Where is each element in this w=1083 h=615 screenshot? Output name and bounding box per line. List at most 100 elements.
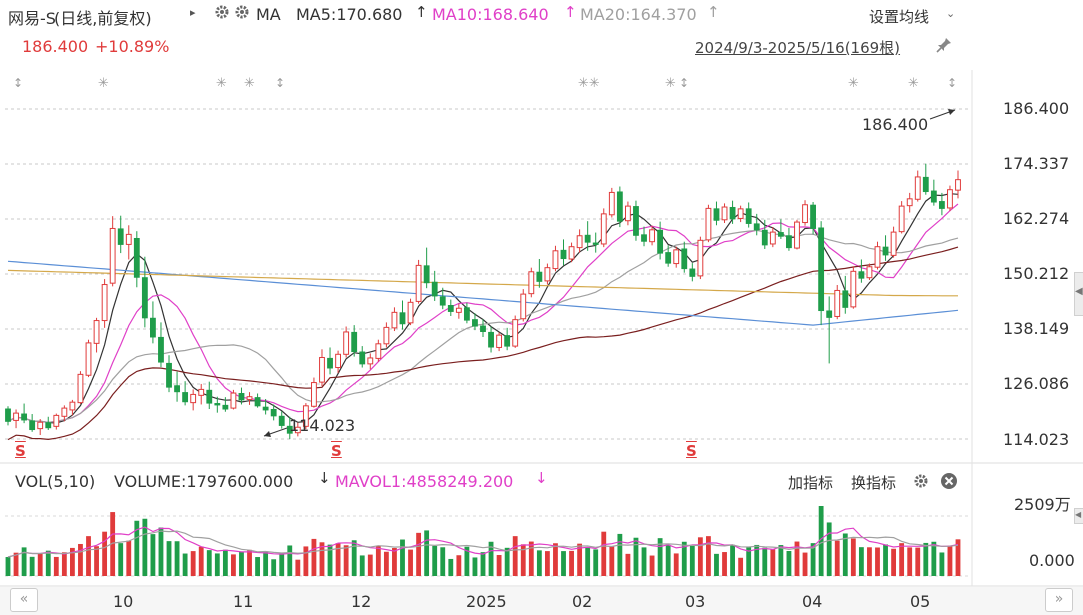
volume-bar bbox=[689, 546, 695, 576]
volume-bar bbox=[883, 544, 888, 576]
ma10-line bbox=[7, 203, 959, 423]
volume-bar bbox=[102, 531, 108, 576]
volume-bar bbox=[818, 506, 824, 576]
stock-name[interactable]: 网易-S bbox=[8, 9, 56, 28]
candle-body bbox=[335, 353, 342, 369]
volume-bar bbox=[810, 543, 816, 576]
ma-settings-button[interactable]: 设置均线 bbox=[869, 8, 930, 26]
gear-icon[interactable] bbox=[912, 472, 930, 494]
volume-bar bbox=[231, 554, 236, 576]
dividend-marker-icon[interactable]: S bbox=[15, 442, 26, 460]
event-marker-icon[interactable]: ✳ bbox=[665, 76, 676, 91]
side-panel-toggle[interactable]: ◀ bbox=[1074, 272, 1083, 316]
candle-body bbox=[286, 425, 293, 434]
candle-body bbox=[93, 320, 100, 344]
volume-bar bbox=[923, 542, 929, 576]
event-marker-icon[interactable]: ✳✳ bbox=[578, 76, 600, 91]
candle-body bbox=[874, 246, 881, 268]
candle-body bbox=[198, 388, 205, 396]
scroll-left-button[interactable]: « bbox=[10, 588, 38, 612]
volume-bar bbox=[722, 552, 727, 576]
volume-bar bbox=[400, 539, 405, 576]
volume-bar bbox=[37, 553, 43, 576]
event-marker-icon[interactable]: ↕ bbox=[13, 76, 24, 90]
change-percent: +10.89% bbox=[95, 37, 170, 56]
candle-body bbox=[158, 336, 164, 363]
event-marker-icon[interactable]: ↕ bbox=[275, 76, 286, 90]
candle-body bbox=[109, 227, 116, 284]
volume-bar bbox=[770, 549, 776, 576]
switch-indicator-button[interactable]: 换指标 bbox=[851, 474, 897, 492]
volume-bar bbox=[939, 552, 945, 576]
volume-bar bbox=[681, 541, 687, 576]
ma20-value: MA20:164.370 bbox=[580, 5, 697, 24]
candle-body bbox=[278, 415, 285, 426]
candle-body bbox=[616, 191, 623, 222]
volume-bar bbox=[424, 530, 430, 576]
candle-body bbox=[769, 231, 776, 245]
volume-bar bbox=[553, 543, 558, 576]
arrow-down-icon: ↓ bbox=[318, 469, 331, 487]
volume-bar bbox=[480, 552, 486, 576]
volume-bar bbox=[126, 540, 132, 576]
candle-body bbox=[544, 267, 551, 282]
volume-bar bbox=[448, 558, 454, 576]
period-label[interactable]: (日线,前复权) bbox=[54, 9, 152, 28]
candle-body bbox=[246, 396, 253, 400]
volume-axis-top: 2509万 bbox=[1014, 495, 1071, 514]
ma-label[interactable]: MA bbox=[256, 5, 281, 24]
volume-bar bbox=[931, 541, 937, 576]
candle-body bbox=[254, 397, 261, 407]
current-price: 186.400 bbox=[22, 37, 89, 56]
chevron-down-icon[interactable]: ⌄ bbox=[946, 7, 956, 20]
candle-body bbox=[431, 281, 438, 297]
candle-body bbox=[955, 179, 961, 191]
volume-bar bbox=[544, 551, 550, 576]
candle-body bbox=[560, 249, 567, 260]
vol-label[interactable]: VOL(5,10) bbox=[15, 472, 96, 491]
event-marker-icon[interactable]: ✳ bbox=[848, 76, 859, 91]
candle-body bbox=[576, 235, 583, 249]
event-marker-icon[interactable]: ↕ bbox=[947, 76, 958, 90]
volume-bar bbox=[504, 547, 510, 576]
event-marker-icon[interactable]: ✳ bbox=[216, 76, 227, 91]
close-icon[interactable] bbox=[940, 472, 958, 494]
date-range[interactable]: 2024/9/3-2025/5/16(169根) bbox=[695, 39, 901, 57]
caret-right-icon[interactable]: ▸ bbox=[190, 6, 196, 19]
x-axis-label: 12 bbox=[351, 592, 372, 611]
scroll-right-button[interactable]: » bbox=[1045, 588, 1073, 612]
candle-body bbox=[890, 231, 897, 256]
dividend-marker-icon[interactable]: S bbox=[686, 442, 697, 460]
dividend-marker-icon[interactable]: S bbox=[331, 442, 342, 460]
gear-icon-2[interactable] bbox=[233, 3, 251, 25]
gear-icon[interactable] bbox=[213, 3, 231, 25]
candle-body bbox=[568, 246, 575, 260]
x-axis-label: 2025 bbox=[466, 592, 507, 611]
candle-body bbox=[657, 229, 664, 254]
add-indicator-button[interactable]: 加指标 bbox=[788, 474, 834, 492]
candle-body bbox=[141, 277, 148, 319]
volume-bar bbox=[834, 540, 840, 576]
x-axis-label: 04 bbox=[802, 592, 823, 611]
low-price-label: 114.023 bbox=[289, 416, 356, 435]
candle-body bbox=[311, 382, 317, 407]
event-marker-icon[interactable]: ✳ bbox=[908, 76, 919, 91]
arrow-up-icon: ↑ bbox=[415, 3, 428, 21]
candle-body bbox=[455, 307, 462, 313]
volume-bar bbox=[665, 544, 671, 576]
candle-body bbox=[214, 403, 221, 406]
volume-panel-toggle[interactable]: ◀ bbox=[1074, 508, 1083, 524]
volume-bar bbox=[915, 547, 921, 576]
volume-bar bbox=[488, 541, 494, 576]
candle-body bbox=[536, 271, 543, 282]
candle-body bbox=[697, 239, 704, 277]
candle-body bbox=[174, 385, 180, 393]
volume-bar bbox=[907, 547, 913, 576]
event-marker-icon[interactable]: ✳ bbox=[98, 76, 109, 91]
event-marker-icon[interactable]: ✳ bbox=[244, 76, 255, 91]
candle-body bbox=[367, 357, 374, 365]
event-marker-icon[interactable]: ↕ bbox=[679, 76, 690, 90]
pin-icon[interactable] bbox=[935, 36, 953, 58]
candle-body bbox=[641, 234, 647, 242]
